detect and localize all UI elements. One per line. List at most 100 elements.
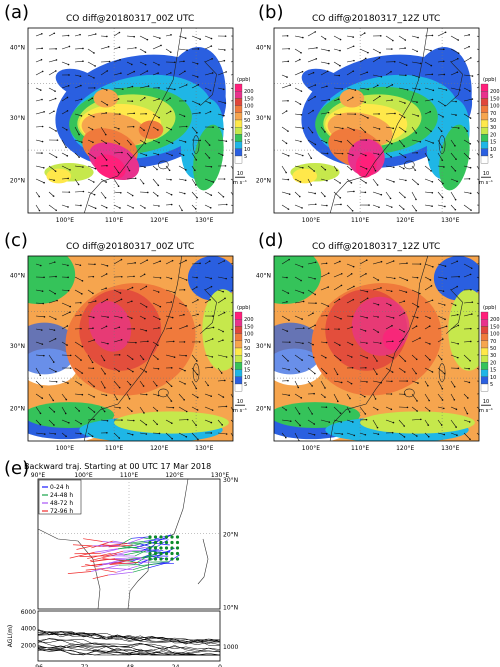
wind-vector: [165, 72, 171, 76]
wind-vector: [307, 84, 316, 89]
wind-vector: [333, 204, 342, 206]
colorbar-swatch: [234, 141, 243, 149]
wind-vector-head: [172, 406, 175, 409]
wind-vector: [35, 59, 42, 63]
reference-vector-value: 10: [483, 399, 489, 405]
wind-vector-head: [172, 340, 175, 343]
wind-vector-head: [391, 340, 394, 343]
wind-vector-head: [419, 263, 422, 265]
right-lat-label: 30°N: [223, 477, 238, 484]
wind-vector: [450, 204, 456, 210]
coastline: [37, 528, 101, 610]
wind-vector: [61, 165, 71, 171]
wind-vector: [424, 191, 433, 194]
panel-letter-c: (c): [4, 230, 28, 251]
start-point: [175, 546, 180, 550]
wind-vector: [411, 432, 417, 437]
wind-vector-head: [80, 204, 82, 207]
trajectory-segment: [147, 561, 170, 569]
wind-vector-head: [444, 31, 447, 34]
wind-vector: [74, 367, 83, 374]
wind-vector: [191, 432, 199, 440]
wind-vector: [165, 301, 172, 304]
co-contour: [46, 168, 72, 184]
wind-vector-head: [185, 169, 187, 171]
wind-vector-head: [417, 382, 419, 384]
wind-vector: [307, 289, 316, 295]
wind-vector-head: [287, 178, 290, 181]
wind-vector-head: [350, 168, 353, 171]
wind-vector: [450, 419, 457, 428]
wind-vector-head: [129, 383, 132, 386]
wind-vector: [476, 276, 479, 279]
wind-vector-head: [225, 140, 228, 143]
wind-vector-head: [118, 437, 121, 439]
wind-vector: [385, 152, 392, 158]
wind-vector-head: [197, 313, 199, 316]
colorbar-tick-label: 5: [490, 382, 493, 388]
wind-vector-head: [443, 304, 446, 306]
wind-vector: [74, 289, 82, 295]
wind-vector-head: [353, 285, 355, 288]
wind-vector: [165, 178, 172, 180]
wind-vector: [450, 139, 456, 146]
wind-vector-head: [223, 311, 226, 314]
wind-vector: [476, 354, 479, 356]
wind-vector: [372, 165, 376, 171]
wind-vector: [294, 419, 301, 426]
wind-vector-head: [431, 34, 434, 37]
wind-vector: [437, 276, 447, 279]
wind-vector: [320, 341, 327, 343]
wind-vector-head: [469, 117, 472, 119]
wind-vector-head: [312, 343, 314, 346]
legend-label: 24-48 h: [50, 492, 73, 499]
time-tick-label: -72: [79, 664, 89, 667]
wind-vector-head: [457, 52, 460, 54]
wind-vector: [178, 191, 185, 194]
wind-vector-head: [364, 191, 367, 194]
wind-vector: [126, 152, 132, 158]
wind-vector-head: [430, 49, 432, 52]
wind-vector-head: [312, 71, 315, 74]
co-contour: [28, 256, 76, 305]
wind-vector: [152, 315, 160, 320]
wind-vector-head: [94, 300, 97, 302]
wind-vector-head: [199, 139, 201, 142]
wind-vector-head: [416, 152, 418, 154]
wind-vector: [463, 34, 470, 37]
wind-vector: [113, 315, 122, 318]
wind-vector-head: [131, 433, 134, 436]
wind-vector: [307, 191, 316, 194]
wind-vector: [178, 113, 185, 117]
wind-vector-head: [404, 393, 406, 396]
wind-vector-head: [118, 386, 121, 389]
wind-vector-head: [406, 88, 409, 91]
wind-vector-head: [484, 57, 486, 59]
wind-vector: [281, 178, 289, 180]
wind-vector-head: [429, 279, 432, 281]
wind-vector: [294, 263, 303, 268]
wind-vector-head: [314, 84, 317, 86]
co-contour: [274, 402, 361, 429]
wind-vector-head: [313, 392, 315, 395]
colorbar-tick-label: 100: [244, 332, 254, 338]
trajectory-segment: [94, 548, 118, 553]
wind-vector: [437, 289, 444, 292]
start-point: [159, 557, 163, 561]
wind-vector-head: [339, 182, 341, 184]
wind-vector-head: [353, 434, 356, 437]
wind-vector-head: [379, 35, 382, 37]
wind-vector: [48, 393, 54, 401]
wind-vector: [437, 165, 444, 168]
wind-vector: [191, 112, 200, 115]
wind-vector: [346, 380, 352, 384]
wind-vector: [35, 393, 43, 399]
wind-vector-head: [145, 371, 147, 373]
wind-vector-head: [130, 156, 133, 159]
wind-vector-head: [69, 169, 71, 171]
wind-vector-head: [405, 64, 408, 67]
wind-vector-head: [105, 394, 108, 397]
wind-vector-head: [43, 276, 45, 279]
co-field: [28, 28, 233, 213]
wind-vector-head: [288, 193, 291, 195]
